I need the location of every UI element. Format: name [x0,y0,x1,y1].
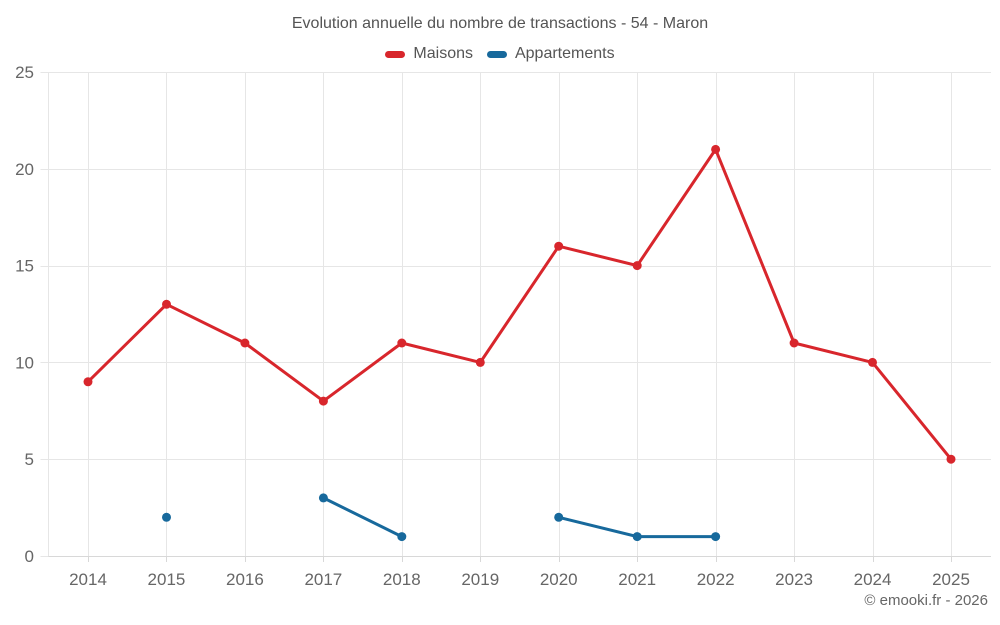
y-axis-label: 5 [25,450,34,469]
y-axis-label: 20 [15,160,34,179]
x-axis-label: 2025 [932,570,970,589]
x-axis-label: 2023 [775,570,813,589]
x-axis-label: 2022 [697,570,735,589]
x-axis-label: 2019 [461,570,499,589]
x-axis-label: 2014 [69,570,107,589]
x-axis-label: 2015 [148,570,186,589]
maisons-data-point[interactable] [946,454,956,464]
x-axis-label: 2017 [304,570,342,589]
legend-item-appartements[interactable]: Appartements [486,45,615,63]
maisons-data-point[interactable] [554,241,564,251]
appartements-data-point[interactable] [318,493,328,503]
legend-item-maisons[interactable]: Maisons [385,45,473,63]
appartements-series-line[interactable] [321,496,404,539]
chart-title: Evolution annuelle du nombre de transact… [291,15,709,32]
maisons-data-point[interactable] [789,338,799,348]
maisons-data-point[interactable] [868,357,877,367]
x-axis-label: 2024 [854,570,892,589]
appartements-data-point[interactable] [554,512,564,522]
x-axis-label: 2018 [383,570,421,589]
maisons-data-point[interactable] [632,261,642,271]
x-axis-label: 2020 [540,570,578,589]
appartements-data-point[interactable] [632,532,642,542]
maisons-data-point[interactable] [318,396,328,406]
maisons-data-point[interactable] [83,377,93,387]
y-axis-label: 0 [25,547,34,566]
x-axis-label: 2016 [226,570,264,589]
y-axis-label: 25 [15,63,34,82]
maisons-data-point[interactable] [162,299,171,309]
chart-legend: Maisons Appartements [0,45,1000,63]
maisons-data-point[interactable] [240,338,250,348]
appartements-data-point[interactable] [711,532,721,542]
maisons-series-line[interactable] [86,147,953,461]
appartements-data-point[interactable] [397,532,407,542]
maisons-data-point[interactable] [397,338,407,348]
y-axis-label: 10 [15,353,34,372]
maisons-series-swatch-icon [385,50,406,58]
legend-label-appartements: Appartements [514,45,615,62]
maisons-data-point[interactable] [711,144,721,154]
y-axis-label: 15 [15,257,34,276]
maisons-data-point[interactable] [475,357,485,367]
x-axis-label: 2021 [618,570,656,589]
legend-label-maisons: Maisons [413,45,473,62]
appartements-series-swatch-icon [486,50,507,58]
appartements-data-point[interactable] [162,512,171,522]
copyright-credit: © emooki.fr - 2026 [864,592,988,609]
